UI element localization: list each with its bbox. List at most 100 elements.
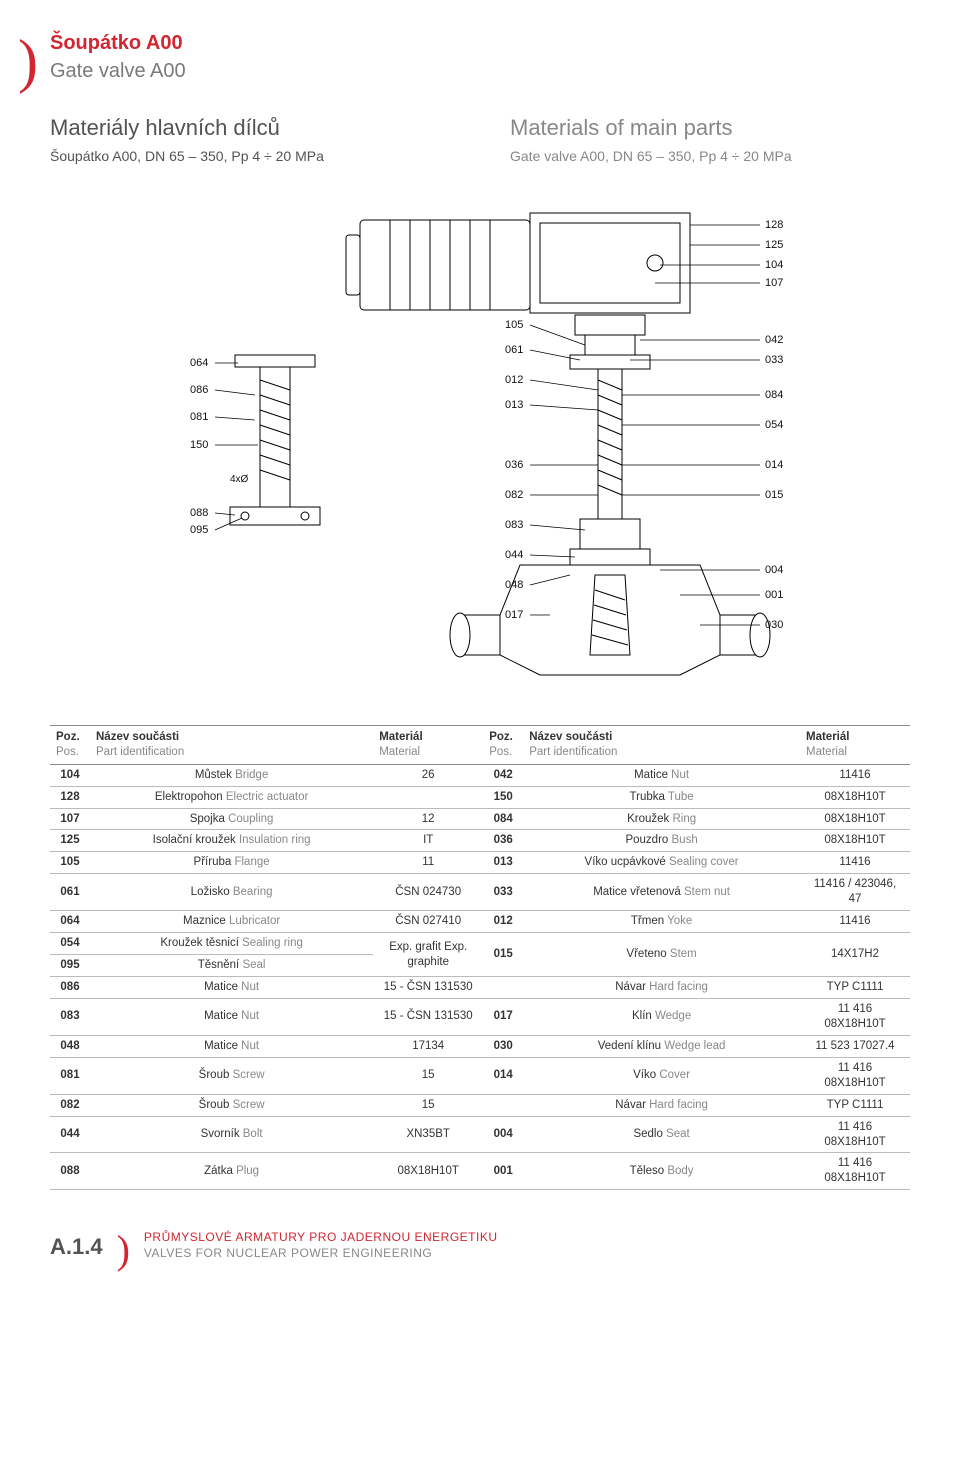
cell-name: Víko Cover	[523, 1057, 800, 1094]
cell-material: 17134	[373, 1035, 483, 1057]
cell-name: Matice Nut	[90, 977, 373, 999]
cell-pos: 061	[50, 874, 90, 911]
cell-material: Exp. grafit Exp. graphite	[373, 933, 483, 977]
callout: 150	[190, 438, 208, 452]
cell-name: Zátka Plug	[90, 1153, 373, 1190]
subtitle-left-heading: Materiály hlavních dílců	[50, 114, 450, 143]
cell-name: Návar Hard facing	[523, 977, 800, 999]
cell-name: Šroub Screw	[90, 1094, 373, 1116]
cell-name: Šroub Screw	[90, 1057, 373, 1094]
cell-material: 15 - ČSN 131530	[373, 977, 483, 999]
callout: 033	[765, 353, 783, 367]
callout: 054	[765, 418, 783, 432]
cell-name: Matice Nut	[90, 1035, 373, 1057]
cell-name: Trubka Tube	[523, 786, 800, 808]
table-row: 054Kroužek těsnicí Sealing ringExp. graf…	[50, 933, 910, 955]
table-row: 082Šroub Screw15Návar Hard facingTYP C11…	[50, 1094, 910, 1116]
cell-name: Ložisko Bearing	[90, 874, 373, 911]
cell-material: 11 416 08X18H10T	[800, 998, 910, 1035]
cell-name: Třmen Yoke	[523, 911, 800, 933]
cell-pos: 084	[483, 808, 523, 830]
subtitle-left: Materiály hlavních dílců Šoupátko A00, D…	[50, 114, 450, 165]
cell-name: Matice Nut	[523, 764, 800, 786]
callout: 083	[505, 518, 523, 532]
cell-pos: 033	[483, 874, 523, 911]
subtitles-row: Materiály hlavních dílců Šoupátko A00, D…	[50, 114, 910, 165]
footer-text: PRŮMYSLOVÉ ARMATURY PRO JADERNOU ENERGET…	[144, 1230, 498, 1261]
cell-pos: 015	[483, 933, 523, 977]
cell-pos: 017	[483, 998, 523, 1035]
cell-material: IT	[373, 830, 483, 852]
cell-name: Můstek Bridge	[90, 764, 373, 786]
cell-material: TYP C1111	[800, 1094, 910, 1116]
cell-pos	[483, 1094, 523, 1116]
cell-material: 15 - ČSN 131530	[373, 998, 483, 1035]
cell-pos: 054	[50, 933, 90, 955]
cell-material	[373, 786, 483, 808]
cell-pos: 081	[50, 1057, 90, 1094]
callout: 030	[765, 618, 783, 632]
cell-name: Těleso Body	[523, 1153, 800, 1190]
callout: 017	[505, 608, 523, 622]
callout: 001	[765, 588, 783, 602]
th-name-left: Název součástiPart identification	[90, 725, 373, 764]
callout: 107	[765, 276, 783, 290]
table-row: 104Můstek Bridge26042Matice Nut11416	[50, 764, 910, 786]
cell-material: ČSN 027410	[373, 911, 483, 933]
cell-material: 15	[373, 1094, 483, 1116]
cell-name: Elektropohon Electric actuator	[90, 786, 373, 808]
cell-name: Sedlo Seat	[523, 1116, 800, 1153]
subtitle-right: Materials of main parts Gate valve A00, …	[510, 114, 910, 165]
page-footer: A.1.4 ) PRŮMYSLOVÉ ARMATURY PRO JADERNOU…	[50, 1230, 910, 1261]
cell-pos: 064	[50, 911, 90, 933]
callout: 095	[190, 523, 208, 537]
cell-material: 11416	[800, 852, 910, 874]
cell-material: 11 523 17027.4	[800, 1035, 910, 1057]
cell-pos: 048	[50, 1035, 90, 1057]
cell-name: Vřeteno Stem	[523, 933, 800, 977]
callout: 088	[190, 506, 208, 520]
callout: 012	[505, 373, 523, 387]
table-row: 128Elektropohon Electric actuator150Trub…	[50, 786, 910, 808]
callout: 042	[765, 333, 783, 347]
footer-line-en: VALVES FOR NUCLEAR POWER ENGINEERING	[144, 1246, 498, 1262]
th-mat-right: MateriálMaterial	[800, 725, 910, 764]
table-row: 048Matice Nut17134030Vedení klínu Wedge …	[50, 1035, 910, 1057]
callout: 044	[505, 548, 523, 562]
cell-material: 11 416 08X18H10T	[800, 1116, 910, 1153]
cell-name: Kroužek těsnicí Sealing ring	[90, 933, 373, 955]
cell-name: Klín Wedge	[523, 998, 800, 1035]
callout: 064	[190, 356, 208, 370]
table-row: 088Zátka Plug08X18H10T001Těleso Body11 4…	[50, 1153, 910, 1190]
th-pos-right: Poz.Pos.	[483, 725, 523, 764]
table-row: 081Šroub Screw15014Víko Cover11 416 08X1…	[50, 1057, 910, 1094]
cell-pos: 125	[50, 830, 90, 852]
cell-pos: 086	[50, 977, 90, 999]
footer-code: A.1.4	[50, 1233, 103, 1262]
cell-pos: 044	[50, 1116, 90, 1153]
diagram-callouts: 128 125 104 107 042 033 084 054 014 015 …	[100, 195, 860, 695]
header-title-cz: Šoupátko A00	[50, 30, 910, 56]
cell-pos: 128	[50, 786, 90, 808]
cell-pos: 012	[483, 911, 523, 933]
callout: 004	[765, 563, 783, 577]
cell-name: Matice Nut	[90, 998, 373, 1035]
callout: 013	[505, 398, 523, 412]
cell-pos: 036	[483, 830, 523, 852]
cell-material: XN35BT	[373, 1116, 483, 1153]
cell-material: 26	[373, 764, 483, 786]
cell-material: ČSN 024730	[373, 874, 483, 911]
callout: 104	[765, 258, 783, 272]
callout: 086	[190, 383, 208, 397]
callout: 061	[505, 343, 523, 357]
cell-material: 14X17H2	[800, 933, 910, 977]
cell-material: 08X18H10T	[800, 830, 910, 852]
table-row: 064Maznice LubricatorČSN 027410012Třmen …	[50, 911, 910, 933]
cell-pos: 042	[483, 764, 523, 786]
cell-material: 11 416 08X18H10T	[800, 1153, 910, 1190]
materials-table: Poz.Pos. Název součástiPart identificati…	[50, 725, 910, 1191]
cell-material: 11416	[800, 764, 910, 786]
cell-pos: 001	[483, 1153, 523, 1190]
callout-drill: 4xØ	[230, 473, 248, 486]
callout: 082	[505, 488, 523, 502]
